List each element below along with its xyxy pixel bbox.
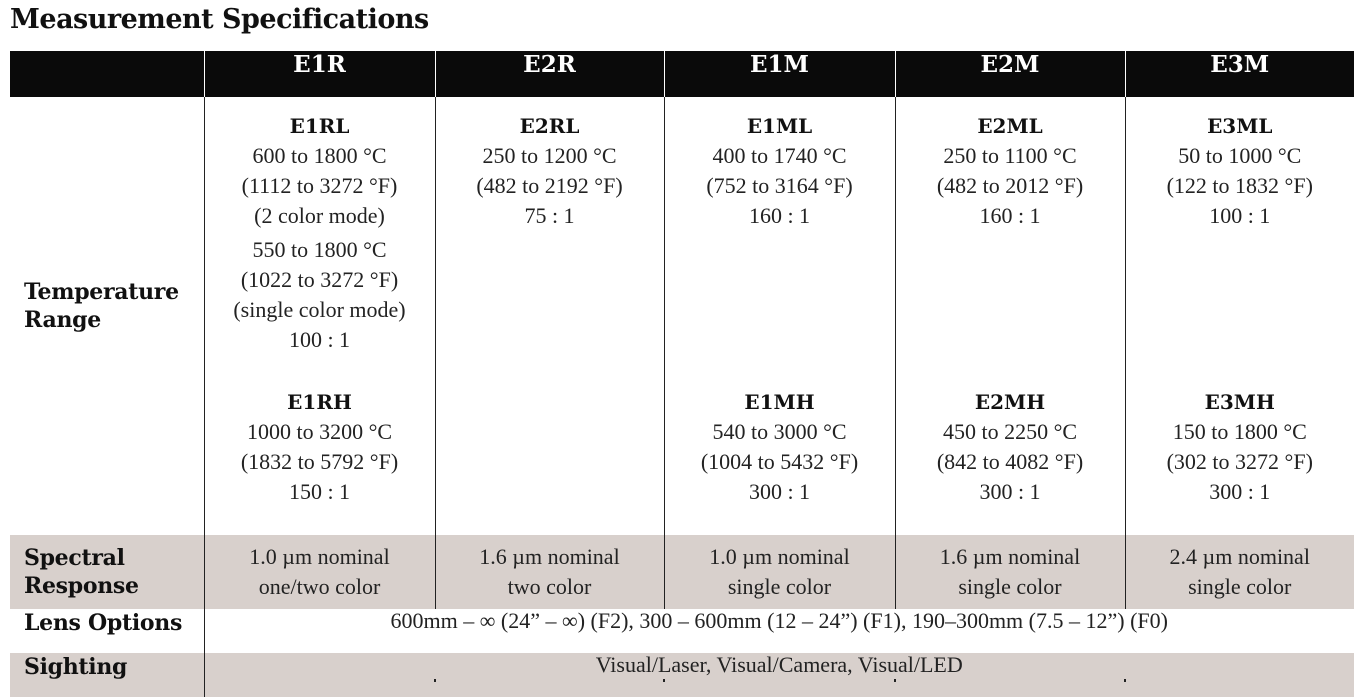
temp-cell-e1r: E1RL 600 to 1800 °C (1112 to 3272 °F) (2… xyxy=(203,97,435,535)
spec-line: (1112 to 3272 °F) xyxy=(241,173,398,198)
divider-tick xyxy=(663,679,665,682)
spec-line: 1.0 µm nominal xyxy=(709,544,850,569)
spec-line: 300 : 1 xyxy=(979,479,1041,504)
row-label-line: Response xyxy=(24,573,139,599)
spec-line: two color xyxy=(507,574,592,599)
spec-line: (1004 to 5432 °F) xyxy=(700,449,859,474)
divider-tick xyxy=(434,679,436,682)
spec-line: 1.6 µm nominal xyxy=(479,544,620,569)
row-label-line: Spectral xyxy=(24,545,125,571)
high-range-block: E1MH 540 to 3000 °C (1004 to 5432 °F) 30… xyxy=(665,387,895,507)
page-title: Measurement Specifications xyxy=(10,4,429,35)
spec-line: (842 to 4082 °F) xyxy=(936,449,1084,474)
high-range-block: E3MH 150 to 1800 °C (302 to 3272 °F) 300… xyxy=(1126,387,1355,507)
spec-line: single color xyxy=(727,574,832,599)
row-label-line: Range xyxy=(24,307,101,333)
spec-line: 1000 to 3200 °C xyxy=(246,419,393,444)
row-label-temperature-range: Temperature Range xyxy=(10,97,204,535)
spec-line: single color xyxy=(1188,574,1292,599)
column-header-e2m: E2M xyxy=(894,51,1125,97)
model-e1rh: E1RH xyxy=(287,390,352,414)
spec-line: 400 to 1740 °C xyxy=(712,143,847,168)
model-e3mh: E3MH xyxy=(1204,390,1275,414)
header-corner xyxy=(10,51,204,97)
temp-cell-e2m: E2ML 250 to 1100 °C (482 to 2012 °F) 160… xyxy=(894,97,1125,535)
measurement-spec-table: E1R E2R E1M E2M E3M Temperature Range E1… xyxy=(10,51,1354,697)
divider-tick xyxy=(1124,679,1126,682)
row-label-line: Temperature xyxy=(24,279,179,305)
temp-cell-e2r: E2RL 250 to 1200 °C (482 to 2192 °F) 75 … xyxy=(434,97,664,535)
spec-line: 1.0 µm nominal xyxy=(249,544,390,569)
spec-line: (482 to 2012 °F) xyxy=(936,173,1084,198)
row-label-lens-options: Lens Options xyxy=(24,610,183,636)
spectral-cell-e1m: 1.0 µm nominal single color xyxy=(663,535,895,609)
spec-line: 300 : 1 xyxy=(748,479,811,504)
spec-line: 75 : 1 xyxy=(524,203,575,228)
spec-line: 550 to 1800 °C xyxy=(252,237,387,262)
model-e2ml: E2ML xyxy=(977,114,1043,138)
spectral-response-row: Spectral Response 1.0 µm nominal one/two… xyxy=(10,535,1354,609)
model-e1mh: E1MH xyxy=(744,390,815,414)
spec-line: 100 : 1 xyxy=(1209,203,1271,228)
sighting-row: Sighting Visual/Laser, Visual/Camera, Vi… xyxy=(10,653,1354,697)
lens-options-value: 600mm – ∞ (24” – ∞) (F2), 300 – 600mm (1… xyxy=(203,609,1354,653)
spec-line: (single color mode) xyxy=(233,297,406,322)
spec-line: 540 to 3000 °C xyxy=(712,419,847,444)
high-range-block: E2MH 450 to 2250 °C (842 to 4082 °F) 300… xyxy=(896,387,1125,507)
spec-line: (2 color mode) xyxy=(254,203,385,228)
spec-line: 450 to 2250 °C xyxy=(942,419,1078,444)
model-e1ml: E1ML xyxy=(746,114,813,138)
spec-line: (122 to 1832 °F) xyxy=(1166,173,1313,198)
spec-line: 50 to 1000 °C xyxy=(1178,143,1302,168)
row-label-sighting: Sighting xyxy=(10,653,204,697)
lens-options-row: Lens Options 600mm – ∞ (24” – ∞) (F2), 3… xyxy=(10,609,1354,653)
spec-line: 2.4 µm nominal xyxy=(1169,544,1310,569)
spec-line: (752 to 3164 °F) xyxy=(706,173,853,198)
model-e1rl: E1RL xyxy=(289,114,350,138)
high-range-block: E1RH 1000 to 3200 °C (1832 to 5792 °F) 1… xyxy=(205,387,435,507)
column-divider-ticks xyxy=(0,679,1363,682)
column-header-e2r: E2R xyxy=(434,51,664,97)
spectral-cell-e2r: 1.6 µm nominal two color xyxy=(434,535,664,609)
spectral-cell-e1r: 1.0 µm nominal one/two color xyxy=(203,535,435,609)
model-e2rl: E2RL xyxy=(519,114,580,138)
temp-cell-e3m: E3ML 50 to 1000 °C (122 to 1832 °F) 100 … xyxy=(1124,97,1355,535)
row-label-spectral-response: Spectral Response xyxy=(10,535,204,609)
divider-tick xyxy=(894,679,896,682)
column-header-e1r: E1R xyxy=(203,51,435,97)
spec-line: 1.6 µm nominal xyxy=(939,544,1081,569)
spec-line: 150 to 1800 °C xyxy=(1172,419,1307,444)
spec-line: 250 to 1100 °C xyxy=(943,143,1077,168)
column-header-e1m: E1M xyxy=(663,51,895,97)
sighting-value: Visual/Laser, Visual/Camera, Visual/LED xyxy=(203,653,1354,697)
spec-line: 100 : 1 xyxy=(288,327,351,352)
spec-line: (1022 to 3272 °F) xyxy=(240,267,399,292)
spectral-cell-e2m: 1.6 µm nominal single color xyxy=(894,535,1125,609)
spec-line: 150 : 1 xyxy=(288,479,351,504)
spec-line: 300 : 1 xyxy=(1209,479,1271,504)
spec-line: single color xyxy=(958,574,1062,599)
model-e3ml: E3ML xyxy=(1207,114,1273,138)
column-header-e3m: E3M xyxy=(1124,51,1354,97)
temp-cell-e1m: E1ML 400 to 1740 °C (752 to 3164 °F) 160… xyxy=(663,97,895,535)
spectral-cell-e3m: 2.4 µm nominal single color xyxy=(1124,535,1354,609)
header-row: E1R E2R E1M E2M E3M xyxy=(10,51,1354,97)
spec-line: one/two color xyxy=(258,574,381,599)
temperature-range-row: Temperature Range E1RL 600 to 1800 °C (1… xyxy=(10,97,1354,535)
spec-line: 160 : 1 xyxy=(979,203,1041,228)
spec-line: 160 : 1 xyxy=(748,203,811,228)
spec-line: 250 to 1200 °C xyxy=(482,143,617,168)
model-e2mh: E2MH xyxy=(974,390,1046,414)
spec-line: 600 to 1800 °C xyxy=(252,143,387,168)
spec-line: (482 to 2192 °F) xyxy=(476,173,623,198)
spec-line: (302 to 3272 °F) xyxy=(1166,449,1313,474)
spec-line: (1832 to 5792 °F) xyxy=(240,449,399,474)
